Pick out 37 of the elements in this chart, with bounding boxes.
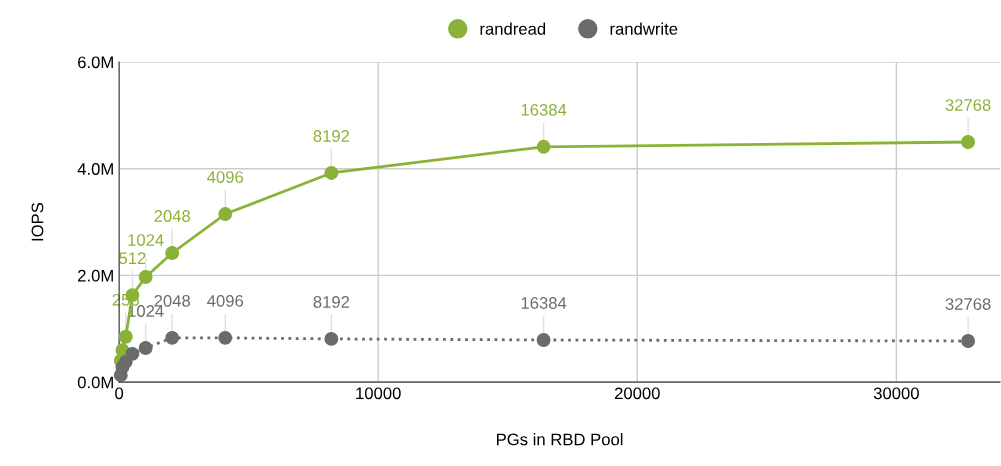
annotation: 8192 xyxy=(313,130,350,142)
x-tick-label: 10000 xyxy=(356,387,401,400)
y-tick-label: 0.0M xyxy=(77,376,113,389)
point xyxy=(536,333,551,347)
annotation: 2048 xyxy=(154,294,190,307)
annotation: 16384 xyxy=(521,103,567,116)
y-tick-label: 4.0M xyxy=(77,163,113,175)
y-tick-label: 2.0M xyxy=(78,269,113,282)
annotation: 4096 xyxy=(207,294,244,307)
point xyxy=(961,135,976,149)
x-tick-label: 0 xyxy=(115,387,124,400)
legend-label: randread xyxy=(480,22,546,35)
annotation: 32768 xyxy=(945,99,991,111)
point xyxy=(138,270,153,284)
annotation: 2048 xyxy=(154,210,190,222)
annotation: 4096 xyxy=(207,171,244,183)
point xyxy=(125,346,140,361)
point xyxy=(218,207,233,221)
x-tick-label: 20000 xyxy=(614,387,660,400)
point xyxy=(324,166,339,180)
point xyxy=(324,331,339,346)
point xyxy=(165,246,180,260)
point xyxy=(536,139,551,154)
annotation: 32768 xyxy=(945,298,991,310)
point xyxy=(165,330,180,345)
annotation: 8192 xyxy=(313,296,350,308)
y-axis-title: IOPS xyxy=(31,202,44,241)
annotation: 1024 xyxy=(128,234,164,246)
legend-label: randwrite xyxy=(610,22,678,35)
x-tick-label: 30000 xyxy=(873,387,919,400)
point xyxy=(118,329,133,344)
annotation: 16384 xyxy=(521,297,567,309)
y-tick-label: 6.0M xyxy=(78,56,113,69)
point xyxy=(138,341,153,355)
x-axis-title: PGs in RBD Pool xyxy=(497,433,623,446)
point xyxy=(961,334,976,348)
point xyxy=(218,330,233,345)
